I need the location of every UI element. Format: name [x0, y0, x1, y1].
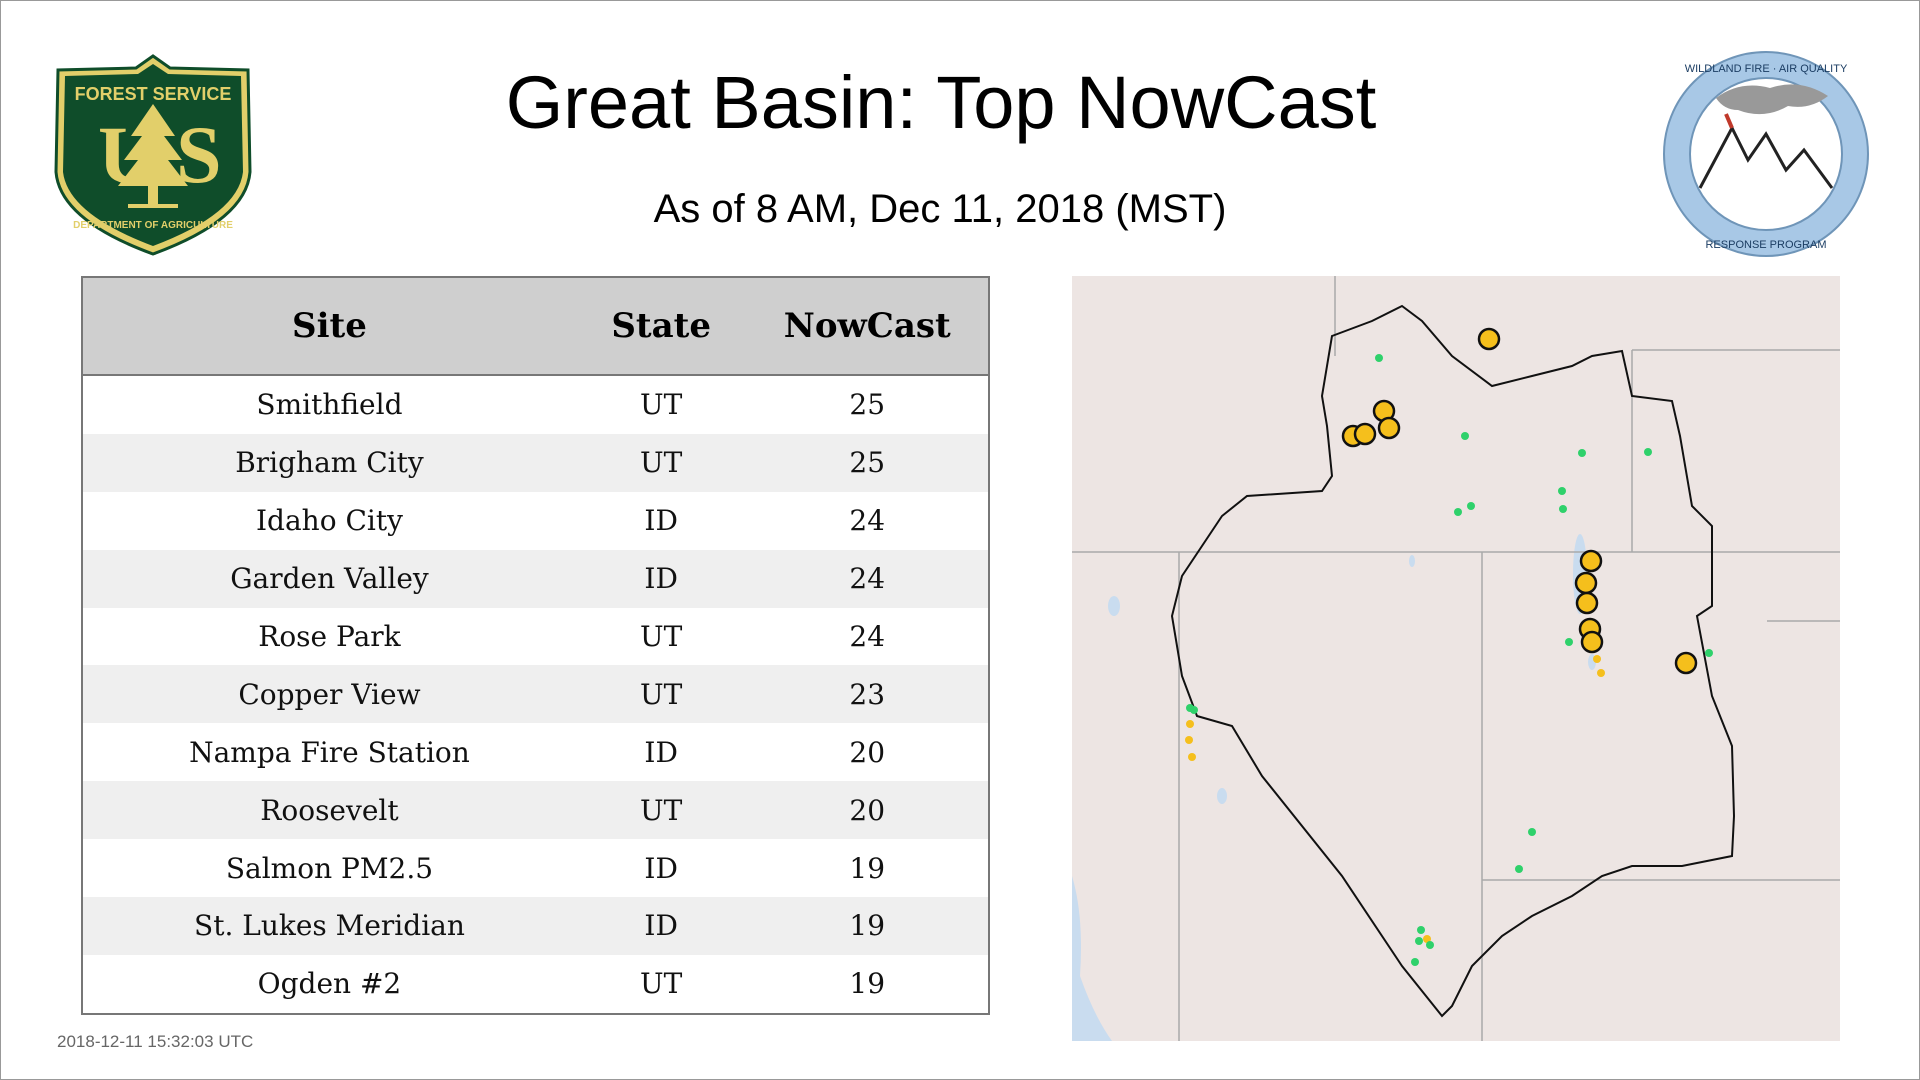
- cell-state: ID: [575, 897, 747, 955]
- render-timestamp: 2018-12-11 15:32:03 UTC: [57, 1032, 254, 1051]
- page-title: Great Basin: Top NowCast: [505, 61, 1377, 144]
- cell-nowcast: 20: [746, 723, 988, 782]
- logo-top-text: FOREST SERVICE: [75, 84, 232, 104]
- table-row: Copper View UT 23: [83, 665, 988, 724]
- marker-moderate: [1575, 591, 1599, 615]
- cell-state: UT: [575, 607, 747, 666]
- header-state: State: [575, 278, 747, 376]
- cell-site: Copper View: [83, 665, 576, 724]
- cell-state: ID: [575, 491, 747, 550]
- cell-nowcast: 19: [746, 897, 988, 955]
- table-row: Idaho City ID 24: [83, 491, 988, 550]
- table-row: Roosevelt UT 20: [83, 781, 988, 840]
- cell-site: Smithfield: [83, 375, 576, 434]
- cell-state: UT: [575, 954, 747, 1013]
- cell-state: UT: [575, 375, 747, 434]
- table-row: Ogden #2 UT 19: [83, 954, 988, 1013]
- cell-nowcast: 25: [746, 375, 988, 434]
- cell-nowcast: 23: [746, 665, 988, 724]
- cell-site: Ogden #2: [83, 954, 576, 1013]
- cell-site: St. Lukes Meridian: [83, 897, 576, 955]
- cell-state: ID: [575, 549, 747, 608]
- header-site: Site: [83, 278, 576, 376]
- cell-site: Rose Park: [83, 607, 576, 666]
- marker-moderate: [1377, 416, 1401, 440]
- marker-moderate: [1674, 651, 1698, 675]
- cell-state: UT: [575, 665, 747, 724]
- cell-site: Nampa Fire Station: [83, 723, 576, 782]
- logo-bottom-text: DEPARTMENT OF AGRICULTURE: [73, 220, 233, 231]
- cell-state: UT: [575, 781, 747, 840]
- cell-nowcast: 19: [746, 954, 988, 1013]
- table-row: Nampa Fire Station ID 20: [83, 723, 988, 782]
- marker-moderate: [1579, 549, 1603, 573]
- lake-tahoe: [1108, 596, 1120, 616]
- table-row: St. Lukes Meridian ID 19: [83, 897, 988, 955]
- small-markers: [1185, 354, 1713, 966]
- marker-moderate: [1477, 327, 1501, 351]
- lake-mead: [1217, 788, 1227, 804]
- table-row: Garden Valley ID 24: [83, 549, 988, 608]
- cell-state: ID: [575, 839, 747, 898]
- ocean: [1072, 876, 1112, 1041]
- logo-ring-top: WILDLAND FIRE · AIR QUALITY: [1685, 63, 1848, 75]
- marker-moderate: [1580, 630, 1604, 654]
- nowcast-table: Site State NowCast Smithfield UT 25 Brigha…: [81, 276, 990, 1015]
- great-basin-outline: [1170, 304, 1736, 1018]
- marker-moderate: [1574, 571, 1598, 595]
- cell-site: Idaho City: [83, 491, 576, 550]
- cell-nowcast: 24: [746, 491, 988, 550]
- cell-state: ID: [575, 723, 747, 782]
- table-row: Salmon PM2.5 ID 19: [83, 839, 988, 898]
- table-row: Smithfield UT 25: [83, 375, 988, 434]
- wildland-fire-logo: WILDLAND FIRE · AIR QUALITY RESPONSE PRO…: [1663, 51, 1869, 257]
- cell-site: Roosevelt: [83, 781, 576, 840]
- cell-nowcast: 24: [746, 607, 988, 666]
- map-background: [1072, 276, 1840, 1041]
- table-header-row: Site State NowCast: [83, 278, 988, 376]
- cell-site: Garden Valley: [83, 549, 576, 608]
- header-nowcast: NowCast: [746, 278, 988, 376]
- great-basin-map: [1072, 276, 1840, 1041]
- table-row: Rose Park UT 24: [83, 607, 988, 666]
- nowcast-markers: [1341, 327, 1698, 675]
- cell-nowcast: 20: [746, 781, 988, 840]
- marker-moderate: [1353, 422, 1377, 446]
- cell-nowcast: 24: [746, 549, 988, 608]
- logo-ring-bottom: RESPONSE PROGRAM: [1705, 239, 1826, 251]
- cell-nowcast: 25: [746, 433, 988, 492]
- cell-nowcast: 19: [746, 839, 988, 898]
- table-row: Brigham City UT 25: [83, 433, 988, 492]
- page-subtitle: As of 8 AM, Dec 11, 2018 (MST): [653, 187, 1227, 231]
- cell-state: UT: [575, 433, 747, 492]
- cell-site: Brigham City: [83, 433, 576, 492]
- forest-service-logo: FOREST SERVICE U S DEPARTMENT OF AGRICUL…: [54, 54, 252, 256]
- cell-site: Salmon PM2.5: [83, 839, 576, 898]
- pyramid-lake: [1409, 555, 1415, 567]
